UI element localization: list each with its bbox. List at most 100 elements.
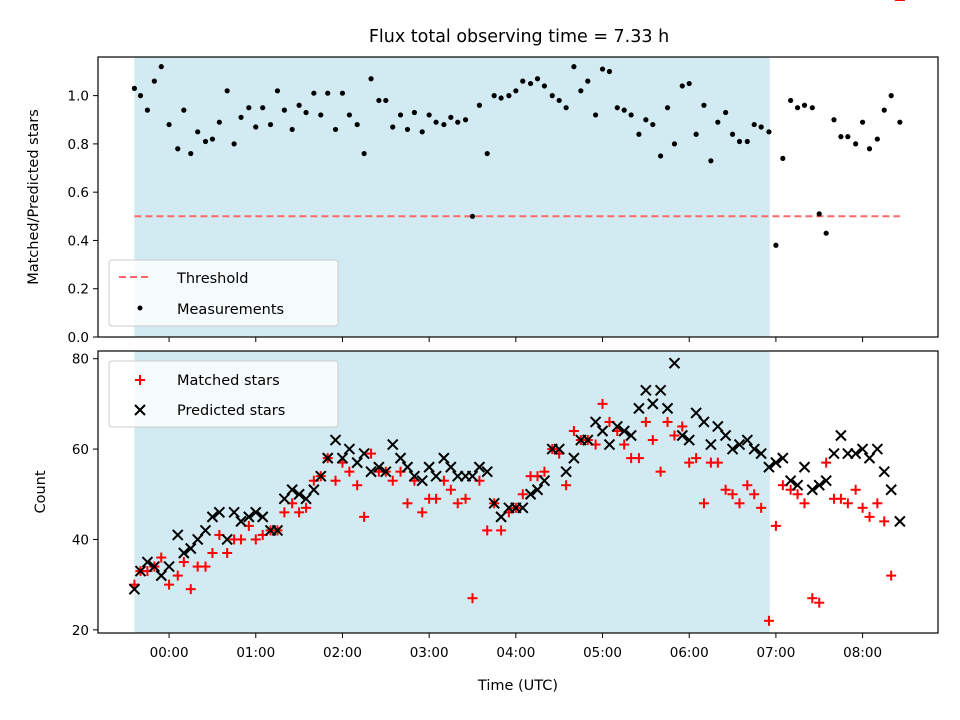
top-marks [131, 64, 903, 248]
matched-star-point [359, 511, 370, 522]
matched-star-point [749, 489, 760, 500]
x-tick-label: 05:00 [583, 645, 622, 661]
matched-star-point [727, 489, 738, 500]
predicted-star-point [351, 456, 363, 469]
top-y-axis-label: Matched/Predicted stars [26, 109, 42, 285]
x-tick-label: 08:00 [843, 645, 882, 661]
predicted-star-point [625, 429, 637, 442]
matched-star-point [185, 584, 196, 595]
matched-star-point [850, 484, 861, 495]
matched-star-point [250, 534, 261, 545]
predicted-star-point [705, 438, 717, 451]
measurement-point [513, 88, 519, 94]
measurement-point [751, 121, 757, 128]
predicted-star-point [755, 447, 767, 460]
measurement-point [137, 93, 144, 99]
predicted-star-point [308, 484, 320, 496]
predicted-star-point [358, 447, 370, 460]
top-panel: 0.0 0.2 0.4 0.6 0.8 1.0 Matched/Predicted sta… [26, 56, 939, 346]
legend-matched-swatch [135, 375, 145, 385]
matched-star-point [792, 489, 803, 500]
matched-star-point [164, 579, 175, 590]
measurement-point [469, 213, 476, 219]
matched-star-point [568, 425, 579, 436]
matched-star-point [879, 516, 890, 527]
matched-star-point [698, 498, 709, 509]
top-x-ticks [168, 337, 864, 342]
matched-star-point [207, 548, 218, 559]
measurement-point [303, 109, 309, 116]
matched-star-point [677, 421, 688, 432]
bottom-legend: Matched stars Predicted stars [108, 360, 339, 428]
predicted-star-point [473, 461, 486, 473]
measurement-point [614, 105, 620, 111]
measurement-point [332, 126, 339, 133]
measurement-point [325, 90, 331, 96]
bottom-axes-frame [97, 350, 939, 634]
x-tick-label: 03:00 [410, 645, 449, 661]
predicted-star-point [538, 474, 551, 487]
predicted-star-point [531, 484, 544, 496]
measurement-point [866, 146, 873, 152]
measurement-point [462, 117, 469, 123]
predicted-star-point [148, 560, 161, 573]
measurement-point [520, 78, 526, 84]
matched-star-point [561, 480, 572, 491]
predicted-star-point [654, 384, 667, 397]
predicted-star-point [286, 484, 298, 496]
predicted-star-point [213, 506, 226, 519]
measurement-point [498, 95, 504, 101]
matched-star-point [734, 498, 745, 509]
top-axes-frame [97, 56, 939, 338]
predicted-star-point [828, 447, 840, 460]
predicted-star-point [380, 465, 392, 478]
measurement-point [723, 109, 729, 116]
measurement-point [158, 64, 164, 70]
matched-star-point [222, 548, 233, 559]
matched-star-point [445, 484, 456, 495]
measurement-point [534, 76, 541, 82]
measurement-point [859, 119, 866, 125]
predicted-star-point [798, 461, 811, 473]
predicted-star-point [668, 357, 681, 369]
matched-star-point [633, 453, 644, 464]
measurement-point [448, 114, 454, 120]
measurement-point [606, 68, 613, 75]
y-tick-label: 0.4 [68, 233, 89, 249]
measurement-point [411, 109, 418, 116]
predicted-star-point [408, 470, 421, 482]
predicted-star-point [813, 479, 825, 491]
predicted-star-point [741, 434, 753, 446]
predicted-star-point [495, 511, 507, 523]
measurement-point [281, 107, 287, 113]
predicted-star-point [820, 474, 832, 487]
predicted-star-point [553, 443, 565, 455]
predicted-star-point [271, 524, 284, 537]
predicted-star-point [199, 524, 212, 537]
measurement-point [231, 141, 237, 147]
measurement-point [585, 78, 591, 84]
measurement-point [729, 131, 736, 137]
predicted-star-point [401, 461, 414, 473]
bottom-y-axis-label: Count [33, 470, 49, 513]
x-tick-label: 01:00 [236, 645, 275, 661]
matched-star-point [662, 416, 673, 427]
matched-star-point [496, 525, 507, 536]
measurement-point [484, 150, 490, 157]
matched-star-point [294, 507, 305, 518]
measurement-point [831, 117, 837, 123]
measurement-point [736, 138, 743, 145]
matched-star-point [807, 593, 818, 604]
predicted-star-point [589, 416, 602, 428]
measurement-point [599, 66, 606, 72]
bottom-x-axis: 00:00 01:00 02:00 03:00 04:00 05:00 06:00 07:00… [150, 633, 882, 661]
measurement-point [202, 138, 209, 145]
y-tick-label: 0.6 [68, 185, 89, 201]
predicted-star-point [221, 533, 233, 546]
matched-star-point [539, 466, 550, 477]
measurement-point [636, 131, 642, 137]
predicted-star-point [163, 560, 175, 573]
measurement-point [571, 64, 577, 70]
predicted-star-point [128, 583, 141, 595]
predicted-star-point [690, 407, 702, 419]
